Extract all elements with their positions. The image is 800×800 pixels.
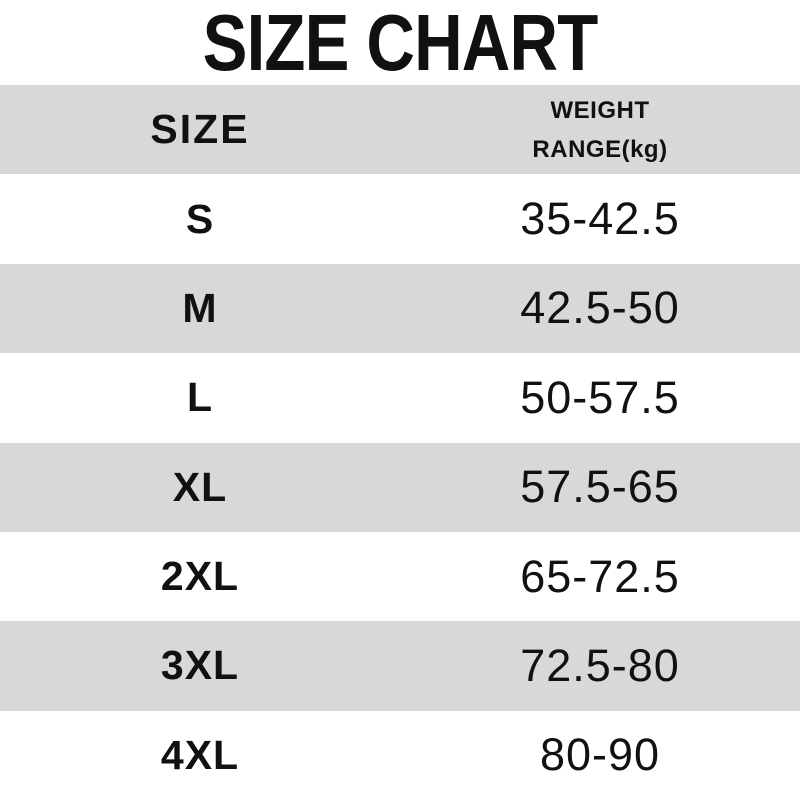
table-row: S 35-42.5 bbox=[0, 174, 800, 264]
weight-cell: 80-90 bbox=[539, 729, 661, 781]
table-row: 4XL 80-90 bbox=[0, 710, 800, 800]
size-cell: M bbox=[182, 284, 218, 331]
table-row: M 42.5-50 bbox=[0, 263, 800, 354]
weight-cell: 65-72.5 bbox=[520, 550, 680, 602]
table-row: XL 57.5-65 bbox=[0, 442, 800, 532]
size-cell: L bbox=[186, 374, 214, 421]
page-title: SIZE CHART bbox=[202, 0, 599, 87]
column-header-weight-line1: WEIGHT bbox=[550, 96, 650, 124]
column-header-weight-line2: RANGE(kg) bbox=[532, 135, 668, 163]
table-row: 2XL 65-72.5 bbox=[0, 531, 800, 622]
size-cell: XL bbox=[172, 463, 228, 510]
size-cell: S bbox=[185, 195, 215, 242]
column-header-size: SIZE bbox=[150, 106, 250, 153]
table-row: L 50-57.5 bbox=[0, 353, 800, 443]
table-row: 3XL 72.5-80 bbox=[0, 621, 800, 711]
size-cell: 2XL bbox=[160, 553, 240, 600]
weight-cell: 42.5-50 bbox=[520, 282, 680, 334]
weight-cell: 35-42.5 bbox=[520, 193, 680, 245]
size-table: SIZE WEIGHT RANGE(kg) S 35-42.5 M 42.5-5… bbox=[0, 85, 800, 800]
size-cell: 4XL bbox=[160, 731, 240, 778]
weight-cell: 72.5-80 bbox=[520, 639, 680, 691]
title-bar: SIZE CHART bbox=[0, 0, 800, 85]
weight-cell: 57.5-65 bbox=[520, 461, 680, 513]
table-header-row: SIZE WEIGHT RANGE(kg) bbox=[0, 85, 800, 175]
column-header-weight: WEIGHT RANGE(kg) bbox=[400, 85, 800, 174]
weight-cell: 50-57.5 bbox=[520, 371, 680, 423]
size-cell: 3XL bbox=[160, 642, 240, 689]
